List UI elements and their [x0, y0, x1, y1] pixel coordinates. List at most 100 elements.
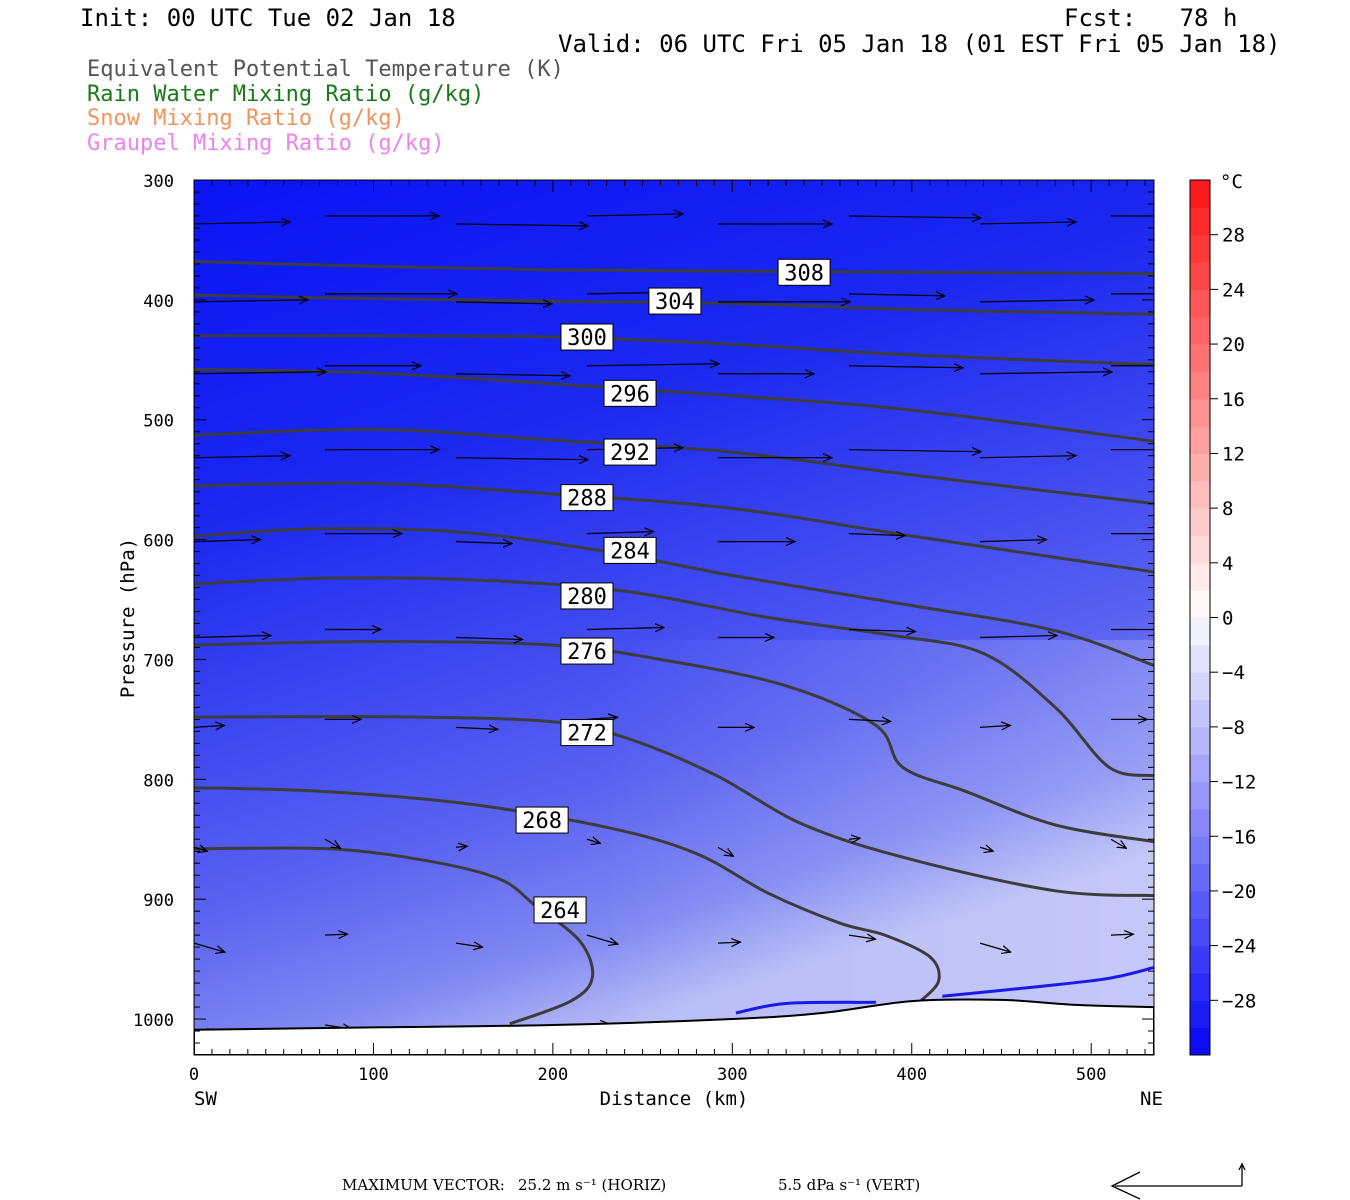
max-vector-vert: 5.5 dPa s⁻¹ (VERT): [778, 1176, 921, 1194]
svg-text:304: 304: [655, 290, 695, 315]
theta-e-label-272: 272: [560, 719, 614, 747]
colorbar-bin: [1190, 726, 1210, 755]
wind-vector: [455, 637, 523, 639]
legend-theta-e: Equivalent Potential Temperature (K): [87, 57, 564, 82]
y-axis-label: Pressure (hPa): [117, 538, 139, 698]
colorbar-bin: [1190, 453, 1210, 482]
theta-e-label-280: 280: [560, 582, 614, 610]
wind-vector: [848, 216, 981, 218]
rain-contour-1: [942, 966, 1154, 998]
theta-e-label-308: 308: [777, 258, 831, 286]
colorbar-tick-label: −12: [1222, 772, 1256, 794]
colorbar-bin: [1190, 1000, 1210, 1029]
svg-text:300: 300: [567, 326, 607, 351]
svg-text:272: 272: [567, 722, 607, 747]
theta-e-contour-284: [194, 527, 1154, 667]
colorbar-bin: [1190, 808, 1210, 837]
svg-text:268: 268: [522, 809, 562, 834]
colorbar-bin: [1190, 344, 1210, 372]
rain-contour-0: [735, 1000, 876, 1015]
wind-vector: [979, 540, 1047, 542]
theta-e-label-276: 276: [560, 637, 614, 665]
legend-rain: Rain Water Mixing Ratio (g/kg): [87, 82, 485, 107]
wind-vector: [194, 222, 290, 224]
colorbar-tick-label: 24: [1222, 279, 1245, 301]
colorbar-tick-label: 12: [1222, 443, 1245, 465]
colorbar-bin: [1190, 180, 1210, 208]
wind-vector: [848, 838, 860, 839]
svg-text:284: 284: [610, 539, 650, 564]
y-tick-label: 600: [143, 532, 174, 552]
forecast-hour: Fcst: 78 h: [1064, 4, 1238, 32]
wind-vector: [1110, 838, 1126, 848]
theta-e-label-296: 296: [603, 379, 657, 407]
colorbar-tick-label: 16: [1222, 389, 1245, 411]
theta-e-contour-272: [194, 715, 1154, 898]
wind-vector: [324, 838, 340, 848]
x-tick-label: 0: [189, 1065, 199, 1085]
theta-e-label-300: 300: [560, 323, 614, 351]
colorbar-bin: [1190, 562, 1210, 591]
y-tick-label: 1000: [133, 1011, 174, 1031]
theta-e-contour-264: [194, 846, 595, 1026]
wind-vector: [455, 846, 467, 847]
wind-vector: [979, 456, 1076, 458]
max-vector-horiz: 25.2 m s⁻¹ (HORIZ): [518, 1176, 667, 1194]
colorbar-bin: [1190, 945, 1210, 974]
wind-vector: [194, 372, 326, 374]
wind-vector: [848, 294, 945, 296]
colorbar-bin: [1190, 398, 1210, 427]
theta-e-contour-300: [194, 334, 1154, 367]
theta-e-contour-276: [194, 639, 1154, 844]
colorbar-bin: [1190, 371, 1210, 400]
colorbar-bin: [1190, 316, 1210, 345]
colorbar-bin: [1190, 508, 1210, 536]
colorbar-bin: [1190, 535, 1210, 564]
svg-text:276: 276: [567, 640, 607, 665]
y-tick-label: 700: [143, 651, 174, 671]
wind-vector: [848, 366, 963, 368]
plot-frame: [193, 179, 1155, 1056]
colorbar-bin: [1190, 1027, 1210, 1056]
colorbar-bin: [1190, 207, 1210, 236]
wind-vector: [1110, 934, 1133, 935]
x-end-label-ne: NE: [1140, 1088, 1163, 1110]
wind-vector: [586, 717, 617, 719]
wind-vector: [455, 458, 588, 460]
colorbar-tick-label: −16: [1222, 826, 1256, 848]
wind-vector: [586, 532, 654, 534]
wind-vector: [586, 934, 618, 944]
temperature-field-lower-east: [600, 640, 1154, 1055]
colorbar-bin: [1190, 754, 1210, 783]
colorbar-bin: [1190, 863, 1210, 892]
colorbar-bin: [1190, 699, 1210, 728]
theta-e-label-288: 288: [560, 484, 614, 512]
wind-vector: [455, 943, 483, 947]
reference-vector-icon: [1110, 1162, 1246, 1200]
svg-text:308: 308: [784, 261, 824, 286]
x-axis-label: Distance (km): [600, 1088, 749, 1110]
x-tick-label: 100: [358, 1065, 389, 1085]
wind-vector: [455, 302, 552, 304]
svg-text:296: 296: [610, 382, 650, 407]
colorbar-bin: [1190, 289, 1210, 318]
colorbar-tick-label: −4: [1222, 662, 1245, 684]
colorbar-tick-label: −20: [1222, 881, 1256, 903]
wind-vector: [586, 839, 600, 843]
colorbar-bin: [1190, 918, 1210, 947]
colorbar-tick-label: −28: [1222, 990, 1256, 1012]
x-tick-label: 300: [717, 1065, 748, 1085]
x-tick-label: 500: [1076, 1065, 1107, 1085]
y-tick-label: 900: [143, 891, 174, 911]
theta-e-contour-280: [194, 576, 1154, 778]
legend-snow: Snow Mixing Ratio (g/kg): [87, 106, 405, 131]
colorbar-tick-label: 0: [1222, 608, 1233, 630]
svg-text:292: 292: [610, 441, 650, 466]
terrain-surface: [194, 998, 1154, 1055]
wind-vector: [455, 224, 588, 226]
wind-vector: [586, 214, 683, 216]
wind-vector: [979, 847, 993, 851]
colorbar-bin: [1190, 644, 1210, 673]
colorbar-bin: [1190, 836, 1210, 865]
y-tick-label: 400: [143, 292, 174, 312]
